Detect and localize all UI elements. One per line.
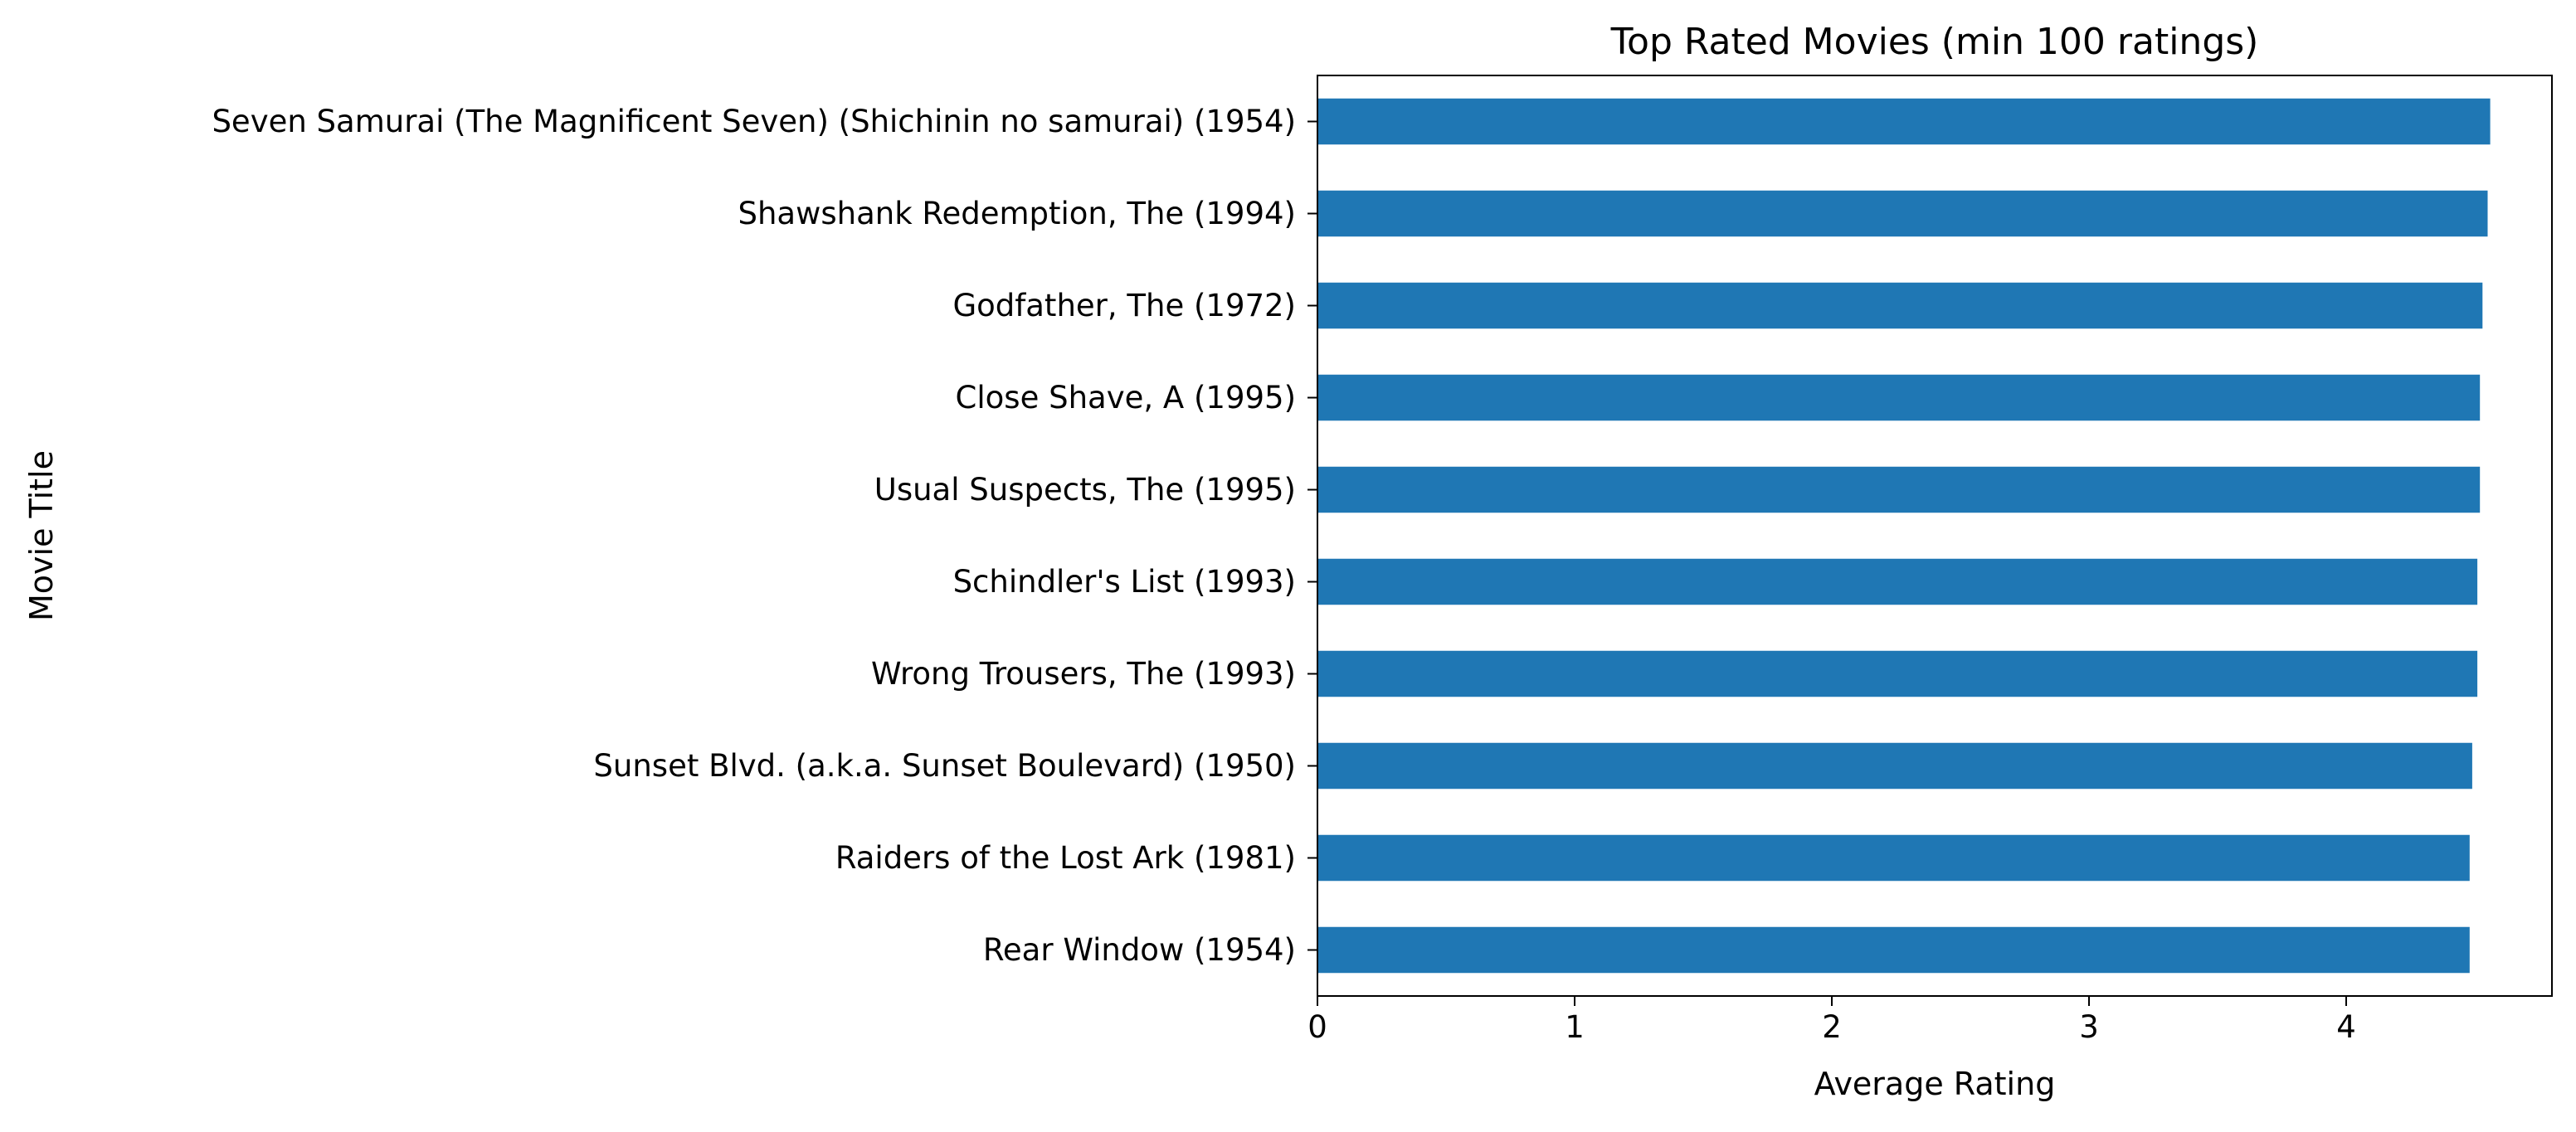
bar bbox=[1317, 190, 2488, 237]
x-tick-label: 1 bbox=[1565, 1009, 1585, 1045]
bar bbox=[1317, 558, 2478, 605]
ticks-layer: Seven Samurai (The Magnificent Seven) (S… bbox=[212, 104, 2355, 1045]
y-tick-label: Usual Suspects, The (1995) bbox=[874, 472, 1296, 508]
y-tick-label: Sunset Blvd. (a.k.a. Sunset Boulevard) (… bbox=[593, 748, 1296, 784]
bar bbox=[1317, 742, 2472, 789]
x-tick-label: 4 bbox=[2336, 1009, 2356, 1045]
y-axis-label: Movie Title bbox=[23, 450, 60, 621]
y-tick-label: Seven Samurai (The Magnificent Seven) (S… bbox=[212, 104, 1296, 139]
x-tick-label: 3 bbox=[2079, 1009, 2099, 1045]
chart-title: Top Rated Movies (min 100 ratings) bbox=[1610, 21, 2259, 63]
bar bbox=[1317, 466, 2481, 513]
bar bbox=[1317, 834, 2470, 882]
y-tick-label: Close Shave, A (1995) bbox=[956, 380, 1296, 415]
bar bbox=[1317, 926, 2470, 974]
y-tick-label: Rear Window (1954) bbox=[983, 932, 1296, 968]
y-tick-label: Shawshank Redemption, The (1994) bbox=[738, 196, 1296, 231]
bar bbox=[1317, 282, 2483, 329]
y-tick-label: Wrong Trousers, The (1993) bbox=[871, 656, 1296, 692]
y-tick-label: Raiders of the Lost Ark (1981) bbox=[835, 840, 1296, 876]
x-axis-label: Average Rating bbox=[1814, 1066, 2056, 1102]
x-tick-label: 0 bbox=[1307, 1009, 1327, 1045]
bar bbox=[1317, 374, 2481, 421]
bar bbox=[1317, 98, 2491, 145]
y-tick-label: Godfather, The (1972) bbox=[952, 288, 1296, 323]
y-tick-label: Schindler's List (1993) bbox=[953, 564, 1296, 600]
x-tick-label: 2 bbox=[1822, 1009, 1842, 1045]
plot-frame bbox=[1317, 75, 2553, 997]
bar bbox=[1317, 650, 2478, 697]
bars-layer bbox=[1317, 98, 2491, 974]
